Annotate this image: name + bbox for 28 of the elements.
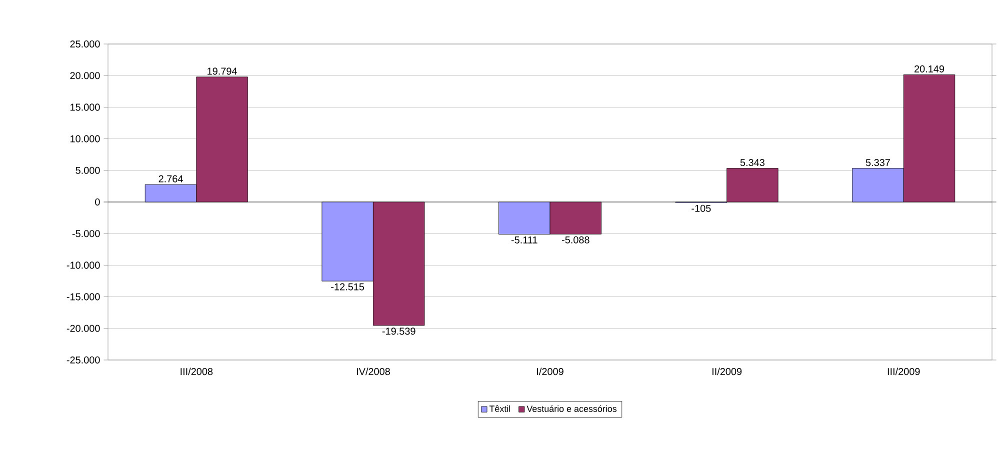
- data-label: 19.794: [208, 68, 237, 75]
- data-label: -5.111: [511, 236, 538, 244]
- y-tick-label: -25.000: [66, 356, 100, 364]
- y-tick-label: -5.000: [72, 230, 100, 238]
- y-tick-label: 10.000: [70, 135, 100, 142]
- data-label: 5.337: [866, 159, 890, 166]
- y-tick-label: 20.000: [70, 72, 100, 80]
- y-tick-label: 0: [95, 198, 100, 206]
- x-tick-label: I/2009: [537, 368, 564, 376]
- y-tick-label: 15.000: [70, 104, 100, 111]
- x-tick-label: III/2009: [888, 368, 920, 376]
- data-label: -19.539: [382, 328, 416, 335]
- y-tick-label: 25.000: [70, 40, 100, 48]
- data-label: 5.343: [740, 158, 764, 166]
- y-tick-label: -20.000: [66, 324, 100, 332]
- x-tick-label: IV/2008: [356, 368, 390, 376]
- legend-label: Vestuário e acessórios: [526, 405, 617, 412]
- y-tick-label: -15.000: [66, 293, 100, 300]
- legend-label: Têxtil: [489, 405, 510, 412]
- y-tick-label: 5.000: [76, 166, 100, 174]
- data-label: -12.515: [331, 283, 364, 290]
- x-tick-label: II/2009: [712, 368, 742, 376]
- data-label: -5.088: [562, 236, 590, 244]
- y-tick-label: -10.000: [66, 262, 100, 269]
- data-label: 2.764: [158, 175, 183, 182]
- data-label: -105: [692, 204, 711, 212]
- x-tick-label: III/2008: [180, 368, 213, 376]
- data-label: 20.149: [914, 65, 944, 72]
